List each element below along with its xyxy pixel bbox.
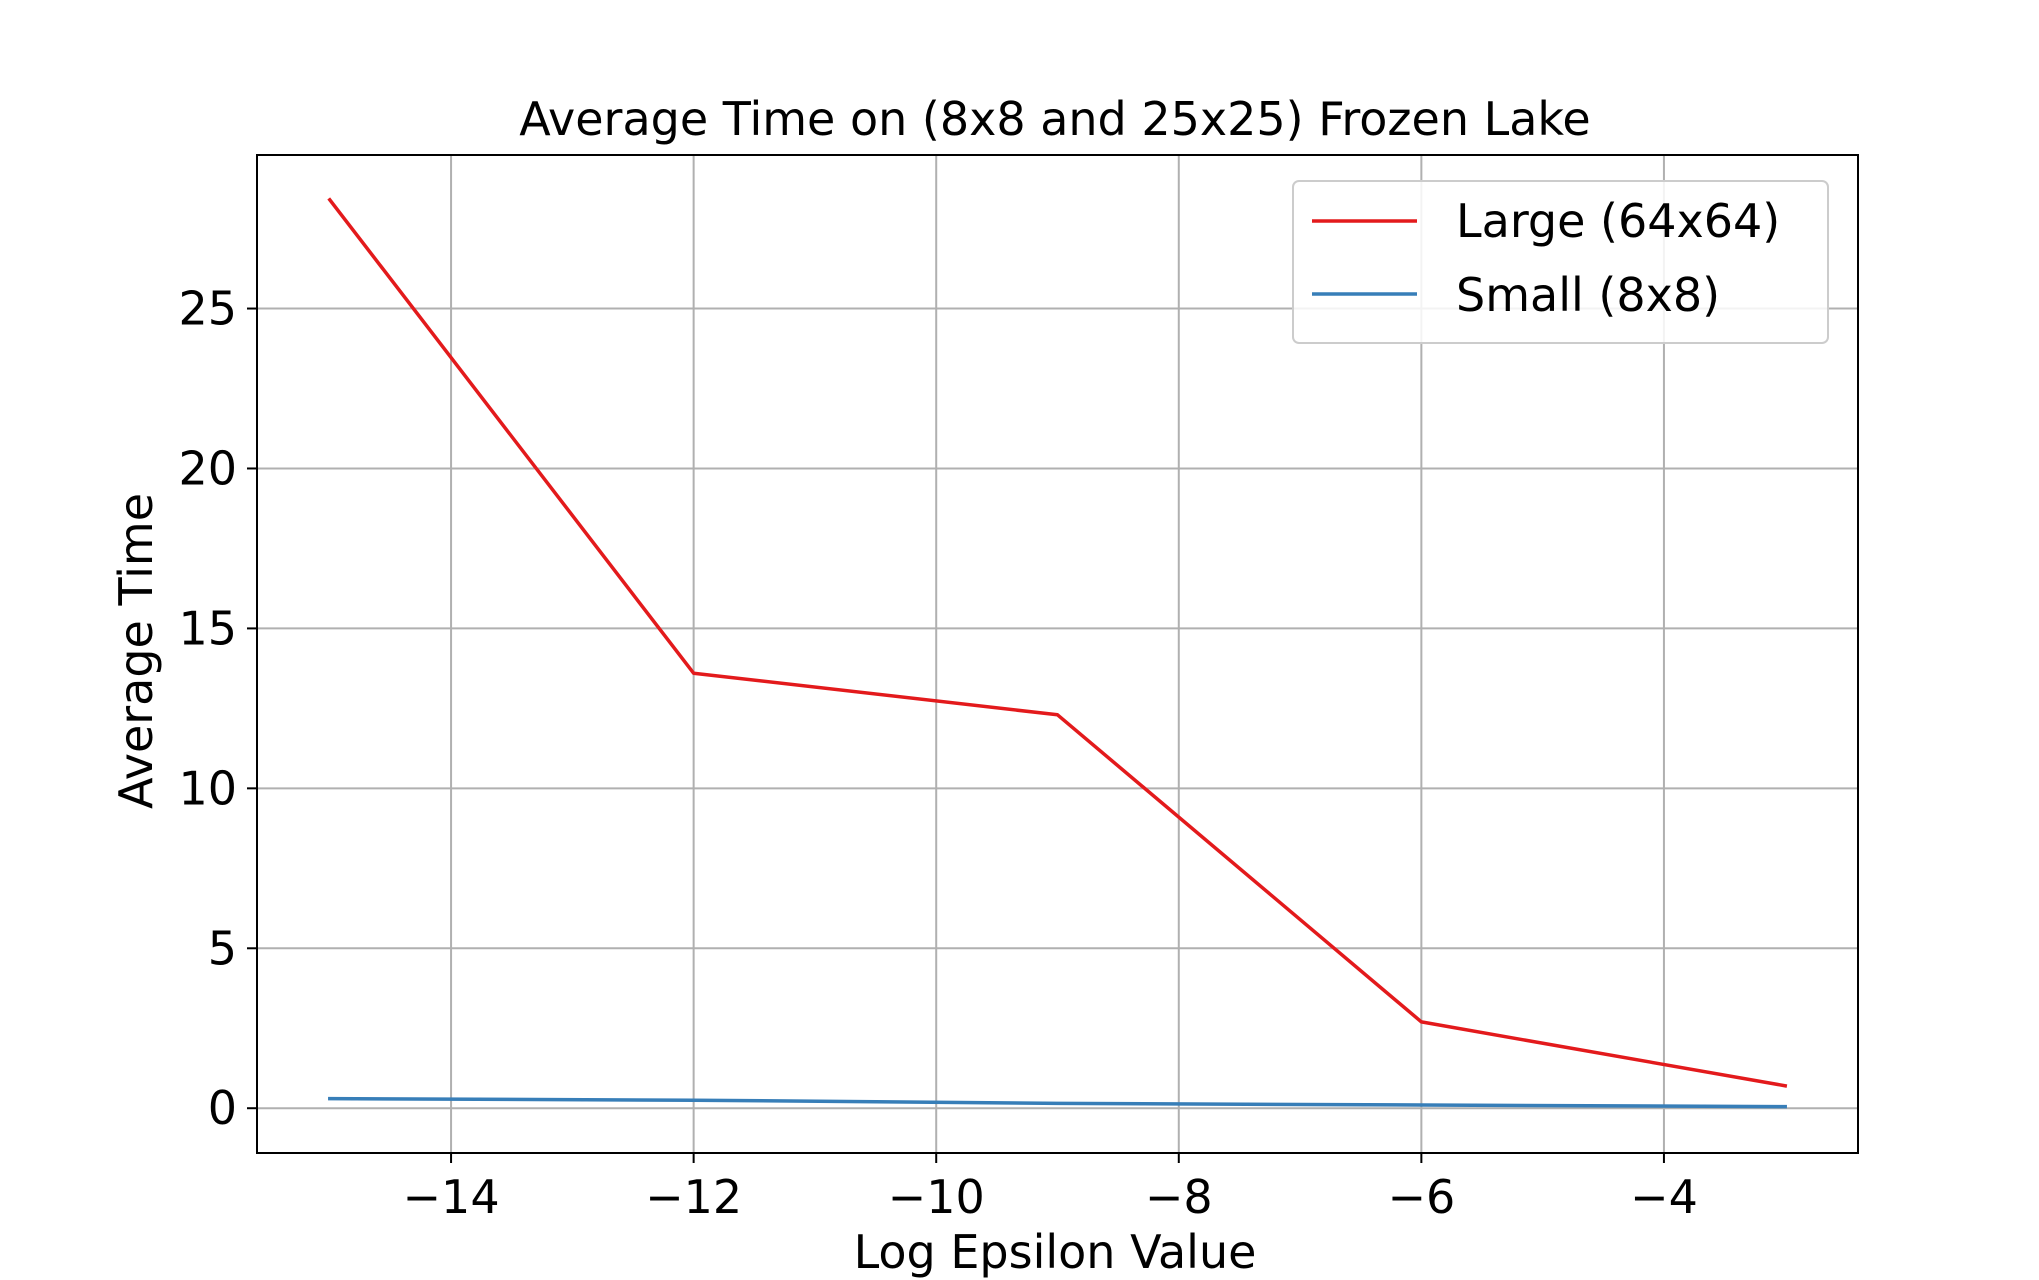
x-axis-label: Log Epsilon Value [854,1225,1257,1279]
y-tick-label: 15 [178,601,237,655]
y-tick-label: 25 [178,282,237,336]
x-tick-label: −8 [1145,1170,1213,1224]
chart-title: Average Time on (8x8 and 25x25) Frozen L… [519,92,1590,146]
x-tick-label: −14 [403,1170,500,1224]
legend-label-small: Small (8x8) [1456,268,1720,322]
y-tick-label: 10 [178,761,237,815]
y-tick-label: 0 [208,1081,237,1135]
x-tick-label: −12 [645,1170,742,1224]
x-tick-label: −6 [1387,1170,1455,1224]
x-tick-label: −10 [888,1170,985,1224]
plot-area-frame [256,154,1859,1154]
y-tick-label: 5 [208,921,237,975]
series-line-large [327,197,1788,1088]
legend: Large (64x64) Small (8x8) [1292,180,1829,344]
y-tick-label: 20 [178,441,237,495]
legend-label-large: Large (64x64) [1456,194,1780,248]
y-axis-label: Average Time [109,493,163,809]
axis-ticks: −14 −12 −10 −8 −6 −4 0 5 10 15 20 25 [178,282,1697,1224]
x-tick-label: −4 [1630,1170,1698,1224]
legend-box [1292,180,1829,344]
series-line-small [328,1096,1787,1109]
series-lines [327,197,1788,1109]
grid [257,155,1858,1153]
